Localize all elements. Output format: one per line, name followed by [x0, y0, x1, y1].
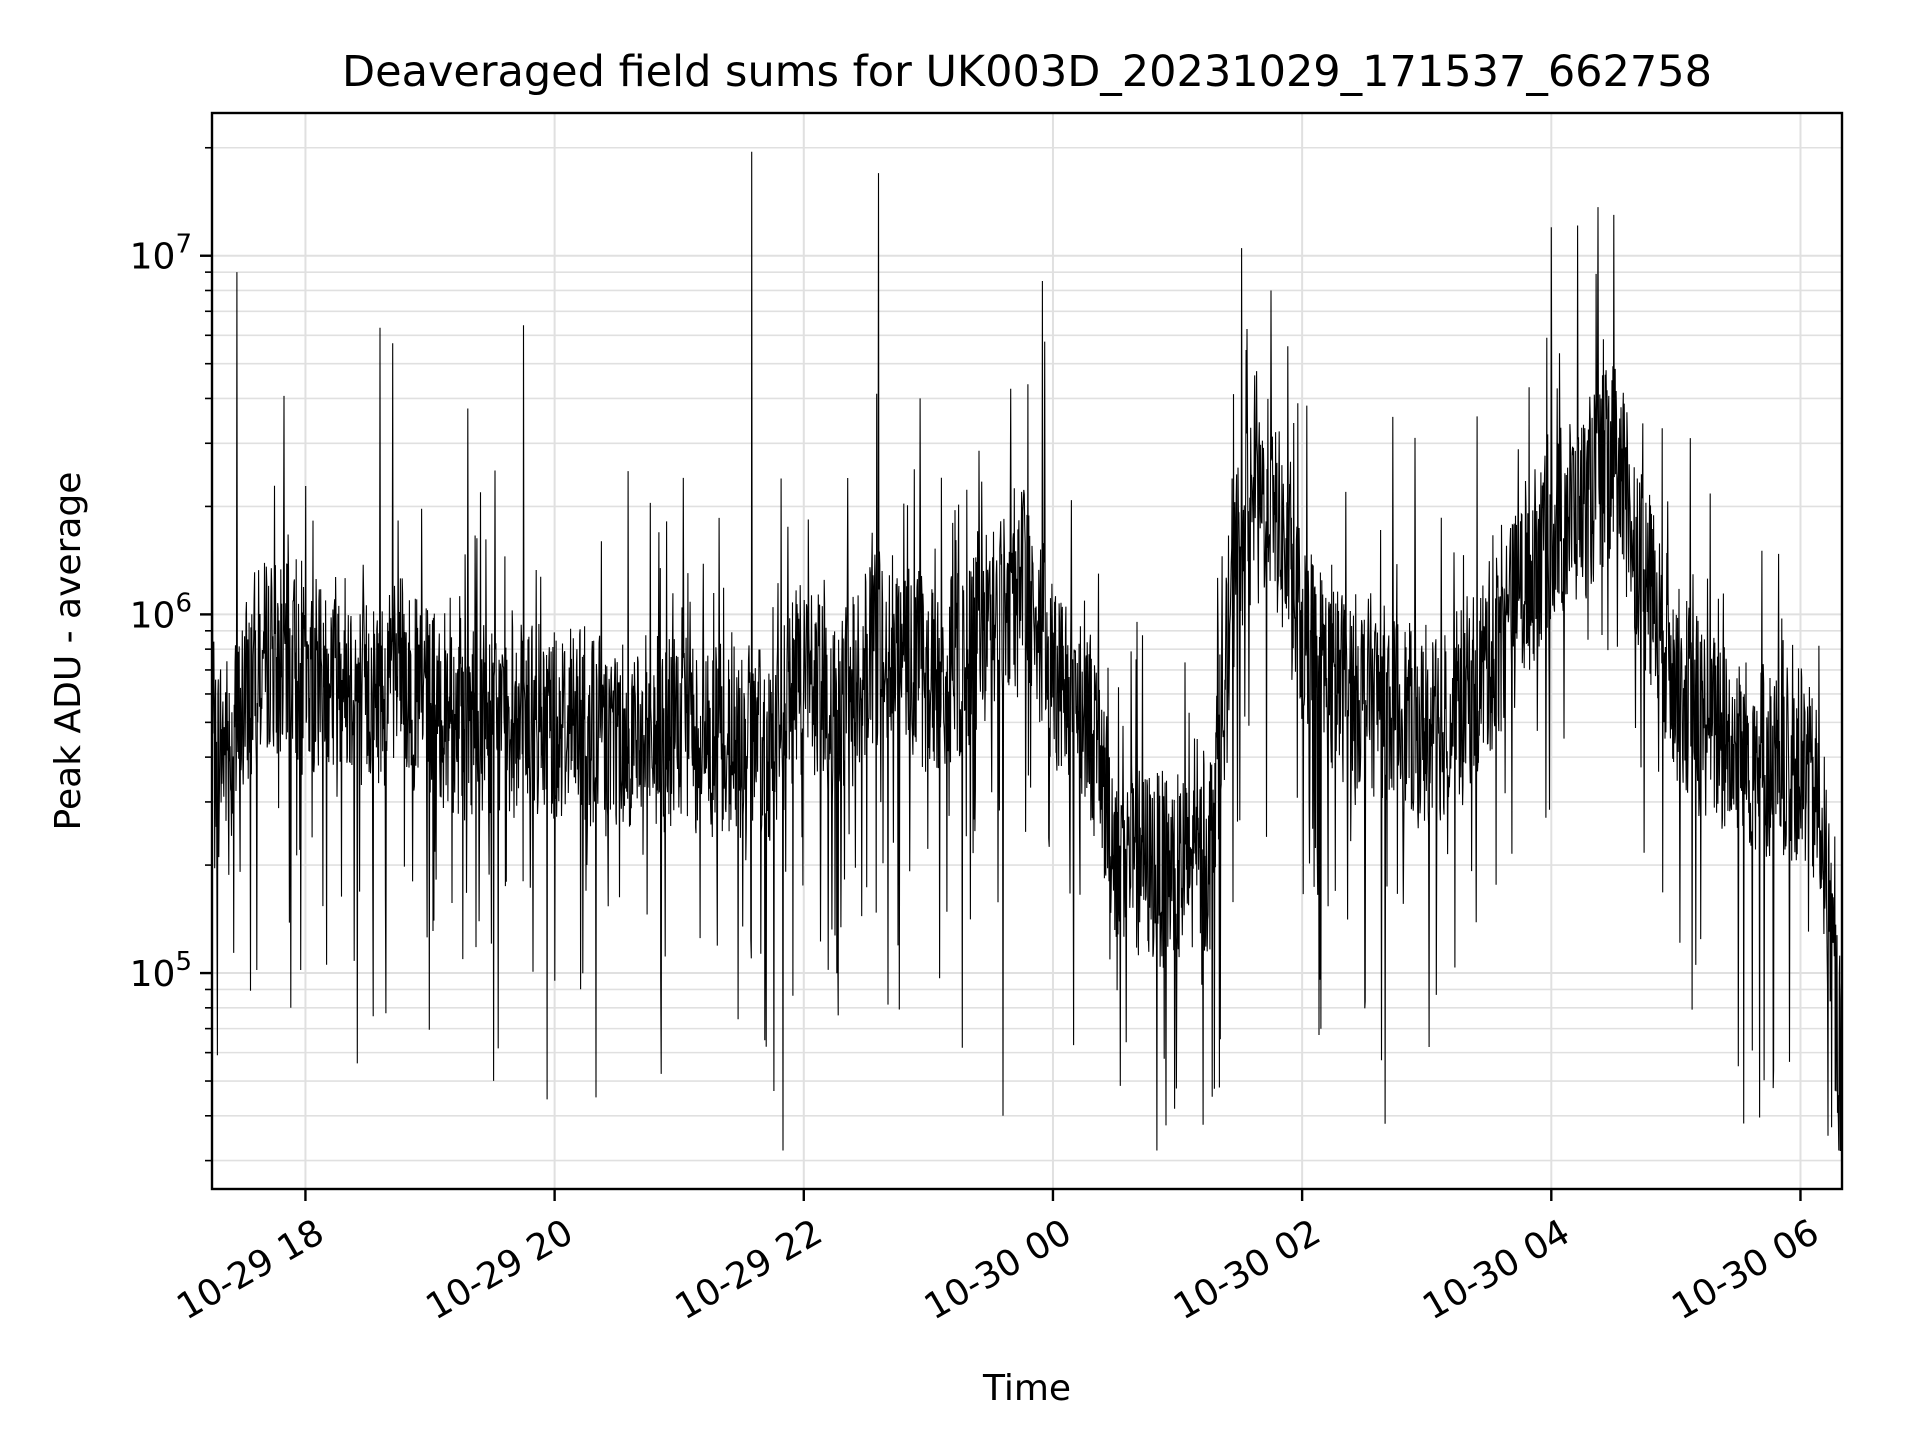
- y-tick-base: 10: [130, 954, 176, 995]
- y-tick-label: 106: [130, 588, 192, 636]
- y-tick-base: 10: [130, 595, 176, 636]
- y-axis-label: Peak ADU - average: [48, 472, 89, 831]
- plot-frame: [210, 111, 1844, 1191]
- y-tick-exponent: 5: [175, 947, 192, 977]
- x-axis-label: Time: [982, 1368, 1071, 1409]
- series-layer: [211, 151, 1843, 1152]
- chart-title: Deaveraged field sums for UK003D_2023102…: [342, 47, 1712, 97]
- y-tick-exponent: 6: [175, 588, 192, 618]
- y-tick-label: 105: [130, 947, 192, 995]
- y-tick-exponent: 7: [175, 230, 192, 260]
- series-line: [211, 151, 1843, 1152]
- y-tick-label: 107: [130, 230, 192, 278]
- y-tick-base: 10: [130, 237, 176, 278]
